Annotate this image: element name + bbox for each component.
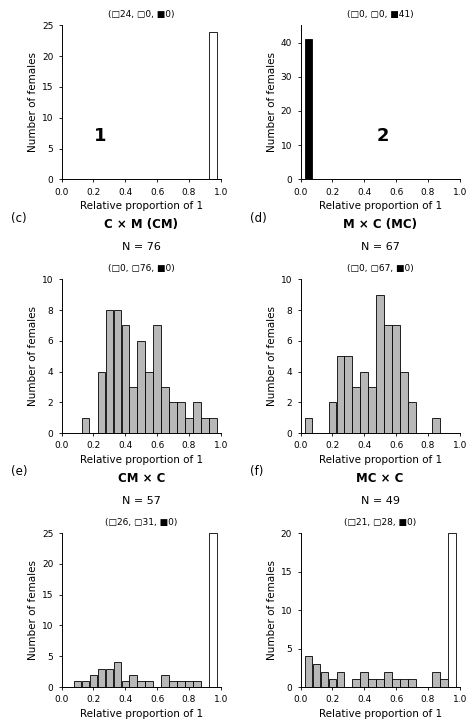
Text: (□26, ▢31, ■0): (□26, ▢31, ■0) [105,518,177,527]
Bar [305,39,312,180]
Bar [114,662,121,687]
Bar [185,418,193,433]
Bar [209,533,217,687]
Bar [154,326,161,433]
Bar [129,387,137,433]
Text: N = 57: N = 57 [122,497,161,506]
Text: (□0, ▢0, ■41): (□0, ▢0, ■41) [347,10,413,19]
X-axis label: Relative proportion of 1: Relative proportion of 1 [319,709,442,718]
Bar [121,681,129,687]
Bar [408,402,416,433]
Bar [169,402,177,433]
Text: CM × C: CM × C [118,472,165,485]
Bar [161,675,169,687]
Bar [177,681,185,687]
Bar [169,681,177,687]
Y-axis label: Number of females: Number of females [27,52,37,153]
Bar [368,679,376,687]
Bar [440,679,447,687]
Bar [328,679,336,687]
Bar [305,418,312,433]
Bar [392,679,400,687]
Bar [98,371,105,433]
Bar [90,675,97,687]
Bar [360,371,368,433]
Text: (□0, ▢76, ■0): (□0, ▢76, ■0) [108,264,174,273]
Bar [400,371,408,433]
Bar [432,672,440,687]
Bar [328,402,336,433]
Text: MC × C: MC × C [356,472,404,485]
Text: (□21, ▢28, ■0): (□21, ▢28, ■0) [344,518,416,527]
X-axis label: Relative proportion of 1: Relative proportion of 1 [80,709,203,718]
Bar [337,672,344,687]
Bar [209,418,217,433]
Bar [384,672,392,687]
Bar [82,681,89,687]
Text: 2: 2 [377,127,390,145]
Text: N = 76: N = 76 [122,242,161,252]
X-axis label: Relative proportion of 1: Relative proportion of 1 [319,201,442,211]
Bar [353,387,360,433]
Bar [337,356,344,433]
Text: N = 49: N = 49 [361,497,400,506]
Bar [121,326,129,433]
Bar [209,31,217,180]
Bar [114,310,121,433]
Y-axis label: Number of females: Number of females [266,52,276,153]
Text: (c): (c) [10,212,26,225]
Bar [106,669,113,687]
Text: C × M (CM): C × M (CM) [104,218,178,230]
Bar [146,371,153,433]
Y-axis label: Number of females: Number of females [266,306,276,406]
X-axis label: Relative proportion of 1: Relative proportion of 1 [319,454,442,465]
Text: 1: 1 [93,127,106,145]
Bar [82,418,89,433]
Bar [185,681,193,687]
Bar [313,664,320,687]
Bar [98,669,105,687]
Text: (□0, ▢67, ■0): (□0, ▢67, ■0) [347,264,413,273]
Bar [305,656,312,687]
Bar [360,672,368,687]
Text: N = 67: N = 67 [361,242,400,252]
Bar [74,681,82,687]
Y-axis label: Number of females: Number of females [27,560,37,660]
Text: (□24, ▢0, ■0): (□24, ▢0, ■0) [108,10,174,19]
Bar [432,418,440,433]
Text: (e): (e) [10,465,27,478]
Bar [384,326,392,433]
Text: M × C (MC): M × C (MC) [343,218,417,230]
Bar [137,341,145,433]
Y-axis label: Number of females: Number of females [27,306,37,406]
Bar [177,402,185,433]
Bar [448,533,456,687]
X-axis label: Relative proportion of 1: Relative proportion of 1 [80,454,203,465]
Bar [353,679,360,687]
Text: (f): (f) [249,465,263,478]
Bar [146,681,153,687]
Bar [408,679,416,687]
Bar [345,356,352,433]
Bar [137,681,145,687]
Bar [201,418,209,433]
Bar [320,672,328,687]
X-axis label: Relative proportion of 1: Relative proportion of 1 [80,201,203,211]
Bar [193,681,201,687]
Bar [161,387,169,433]
Bar [129,675,137,687]
Bar [392,326,400,433]
Bar [193,402,201,433]
Bar [376,679,384,687]
Bar [376,294,384,433]
Bar [400,679,408,687]
Y-axis label: Number of females: Number of females [266,560,276,660]
Text: (d): (d) [249,212,266,225]
Bar [368,387,376,433]
Bar [106,310,113,433]
